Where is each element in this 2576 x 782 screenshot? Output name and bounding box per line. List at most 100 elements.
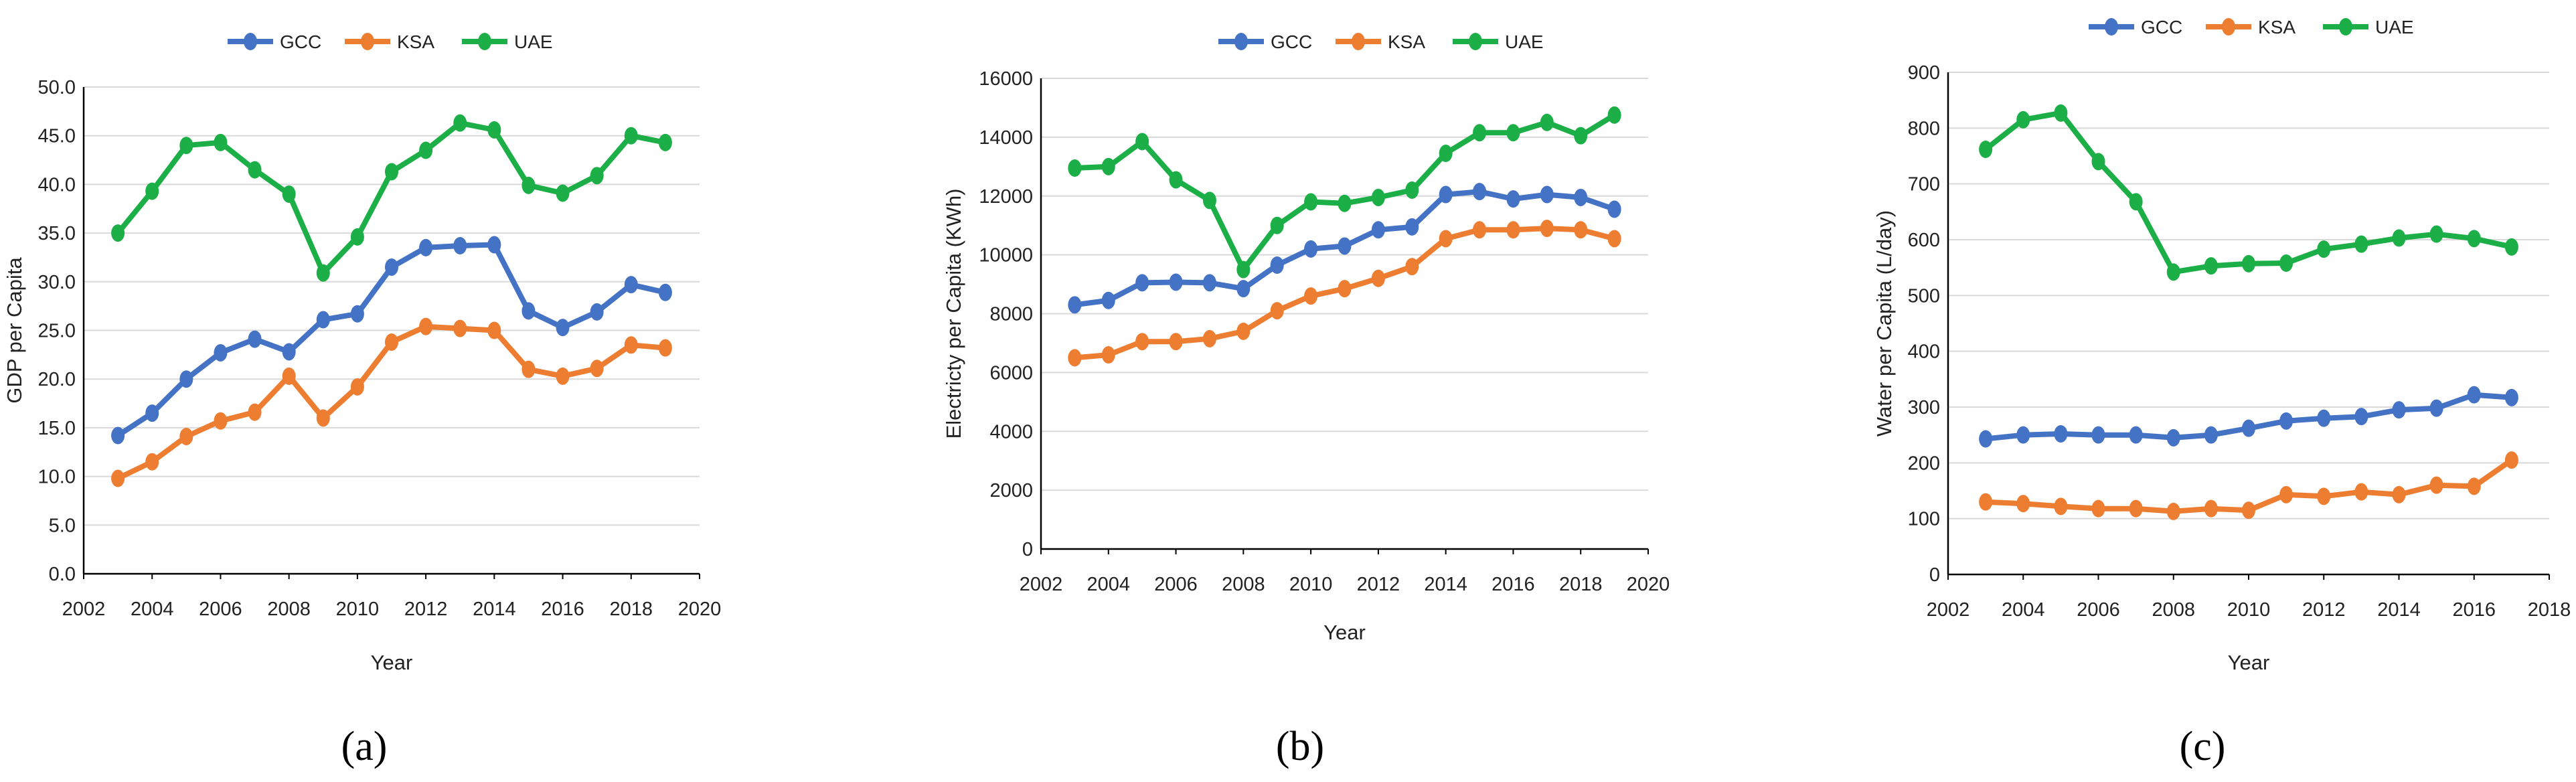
data-point xyxy=(1338,280,1352,298)
data-point xyxy=(214,412,228,430)
legend-item-uae: UAE xyxy=(2323,17,2414,37)
x-tick-label: 2006 xyxy=(1154,574,1198,595)
data-point xyxy=(1439,185,1453,204)
data-point xyxy=(2317,487,2331,505)
data-point xyxy=(521,176,536,194)
data-point xyxy=(2354,235,2368,253)
data-point xyxy=(2429,225,2443,243)
x-tick-label: 2004 xyxy=(2002,599,2045,621)
data-point xyxy=(624,127,638,145)
data-point xyxy=(350,378,364,396)
y-tick-label: 700 xyxy=(1908,174,1940,196)
data-point xyxy=(2392,401,2406,419)
data-point xyxy=(1979,430,1993,448)
data-point xyxy=(1068,159,1082,177)
x-tick-label: 2004 xyxy=(131,599,174,620)
data-point xyxy=(1405,181,1419,199)
y-tick-label: 20.0 xyxy=(38,369,76,390)
data-point xyxy=(2279,485,2293,503)
data-point xyxy=(1405,218,1419,236)
data-point xyxy=(248,161,262,179)
data-point xyxy=(658,133,672,151)
y-tick-label: 8000 xyxy=(989,304,1033,325)
data-point xyxy=(1304,240,1318,258)
data-point xyxy=(1101,346,1115,364)
data-point xyxy=(1135,133,1149,151)
data-point xyxy=(2242,419,2255,437)
data-point xyxy=(1236,260,1251,279)
data-point xyxy=(385,258,398,276)
legend-label: UAE xyxy=(514,31,553,52)
data-point xyxy=(1979,493,1993,511)
y-tick-label: 0 xyxy=(1022,539,1033,560)
series-uae xyxy=(111,114,672,282)
data-point xyxy=(2242,501,2255,520)
data-point xyxy=(1439,145,1453,163)
series-line-uae xyxy=(1984,110,2512,275)
x-tick-label: 2012 xyxy=(404,599,448,620)
y-tick-label: 0.0 xyxy=(49,564,76,585)
data-point xyxy=(2054,497,2068,516)
legend-item-uae: UAE xyxy=(1453,31,1544,52)
x-axis-title: Year xyxy=(1323,621,1366,644)
data-point xyxy=(1574,127,1588,145)
data-point xyxy=(1236,322,1251,340)
data-point xyxy=(1202,191,1216,210)
data-point xyxy=(419,141,433,159)
data-point xyxy=(590,360,604,378)
data-point xyxy=(214,133,228,151)
x-tick-label: 2014 xyxy=(2377,599,2421,621)
legend-marker xyxy=(244,33,257,50)
legend-label: UAE xyxy=(2375,17,2414,37)
data-point xyxy=(179,427,193,445)
data-point xyxy=(1506,190,1520,208)
legend-item-ksa: KSA xyxy=(2206,17,2296,37)
legend-item-ksa: KSA xyxy=(1336,31,1425,52)
legend-marker xyxy=(1352,33,1365,50)
data-point xyxy=(145,182,159,200)
legend-label: GCC xyxy=(2141,17,2182,37)
x-tick-label: 2018 xyxy=(2528,599,2571,621)
panel-label: (a) xyxy=(341,724,388,769)
y-tick-label: 600 xyxy=(1908,230,1940,251)
data-point xyxy=(487,321,501,339)
legend-label: GCC xyxy=(1271,31,1312,52)
data-point xyxy=(179,137,193,155)
panel-label: (b) xyxy=(1276,724,1324,769)
data-point xyxy=(1574,188,1588,206)
data-point xyxy=(1405,258,1419,276)
data-point xyxy=(419,238,433,256)
data-point xyxy=(658,339,672,357)
data-point xyxy=(1338,194,1352,212)
x-tick-label: 2010 xyxy=(2227,599,2271,621)
data-point xyxy=(2204,257,2218,275)
data-point xyxy=(1135,333,1149,351)
data-point xyxy=(453,237,467,255)
data-point xyxy=(1473,183,1487,201)
chart-panel-water: 0 100 200 300 400 500 600 700 800 900 2002 2004 2006… xyxy=(1872,17,2571,769)
data-point xyxy=(1101,291,1115,309)
data-point xyxy=(145,404,159,422)
x-tick-label: 2004 xyxy=(1087,574,1131,595)
data-point xyxy=(1304,287,1318,305)
legend-item-gcc: GCC xyxy=(228,31,321,52)
legend-item-ksa: KSA xyxy=(345,31,434,52)
data-point xyxy=(2242,254,2255,272)
legend-marker xyxy=(478,33,491,50)
data-point xyxy=(2204,426,2218,444)
y-tick-label: 35.0 xyxy=(38,223,76,244)
y-tick-label: 400 xyxy=(1908,341,1940,363)
data-point xyxy=(1202,329,1216,347)
legend-marker xyxy=(2222,18,2235,35)
series-uae xyxy=(1068,106,1621,279)
data-point xyxy=(1607,230,1621,248)
y-tick-label: 15.0 xyxy=(38,418,76,439)
x-axis-title: Year xyxy=(2228,651,2270,674)
data-point xyxy=(2204,499,2218,518)
data-point xyxy=(1135,274,1149,292)
y-tick-label: 16000 xyxy=(979,68,1033,90)
data-point xyxy=(1169,273,1183,291)
x-tick-label: 2008 xyxy=(1222,574,1265,595)
chart-panel-gdp: 0.0 5.0 10.0 15.0 20.0 25.0 30.0 35.0 40.0 45.0 50… xyxy=(3,31,721,769)
data-point xyxy=(2166,502,2180,520)
